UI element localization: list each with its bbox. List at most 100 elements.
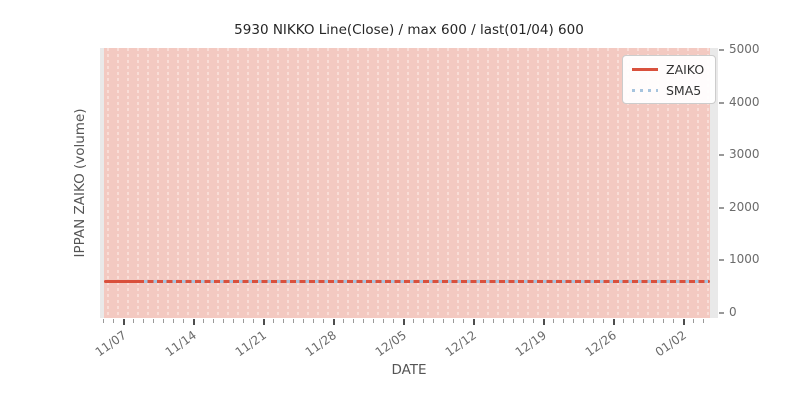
- grid-line-day: [157, 48, 159, 318]
- legend-item-sma5: SMA5: [632, 83, 706, 98]
- x-tick-minor: [283, 319, 284, 323]
- grid-line-day: [187, 48, 189, 318]
- x-tick-minor: [463, 319, 464, 323]
- grid-line-day: [287, 48, 289, 318]
- x-tick-minor: [273, 319, 274, 323]
- grid-line-day: [257, 48, 259, 318]
- grid-line-day: [687, 48, 689, 318]
- grid-line-day: [347, 48, 349, 318]
- y-axis-title: IPPAN ZAIKO (volume): [66, 48, 94, 318]
- x-tick-major: [543, 319, 545, 325]
- x-tick-minor: [383, 319, 384, 323]
- x-tick-minor: [413, 319, 414, 323]
- x-tick-minor: [373, 319, 374, 323]
- x-tick-major: [263, 319, 265, 325]
- grid-line-day: [647, 48, 649, 318]
- grid-line-day: [627, 48, 629, 318]
- x-tick-minor: [153, 319, 154, 323]
- legend: ZAIKO SMA5: [622, 55, 716, 104]
- grid-line-day: [387, 48, 389, 318]
- x-tick-minor: [673, 319, 674, 323]
- x-tick-minor: [483, 319, 484, 323]
- grid-line-day: [247, 48, 249, 318]
- chart-title: 5930 NIKKO Line(Close) / max 600 / last(…: [234, 22, 584, 38]
- grid-line-day: [217, 48, 219, 318]
- y-tick-label: 0: [729, 305, 737, 319]
- x-tick-minor: [133, 319, 134, 323]
- x-tick-minor: [343, 319, 344, 323]
- x-tick-minor: [293, 319, 294, 323]
- grid-line-day: [177, 48, 179, 318]
- grid-line-day: [417, 48, 419, 318]
- x-tick-minor: [173, 319, 174, 323]
- zaiko-line-swatch: [632, 67, 658, 71]
- x-tick-minor: [653, 319, 654, 323]
- x-tick-minor: [573, 319, 574, 323]
- x-tick-minor: [503, 319, 504, 323]
- x-tick-minor: [513, 319, 514, 323]
- grid-line-day: [547, 48, 549, 318]
- grid-line-day: [277, 48, 279, 318]
- x-tick-minor: [623, 319, 624, 323]
- x-tick-minor: [563, 319, 564, 323]
- grid-line-day: [397, 48, 399, 318]
- grid-line-day: [567, 48, 569, 318]
- x-tick-minor: [243, 319, 244, 323]
- x-tick-major: [333, 319, 335, 325]
- plot-area: [100, 48, 718, 318]
- y-tick-label: 5000: [729, 42, 760, 56]
- grid-line-day: [207, 48, 209, 318]
- x-tick-minor: [593, 319, 594, 323]
- grid-line-day: [607, 48, 609, 318]
- x-axis-title: DATE: [391, 362, 427, 378]
- x-tick-major: [473, 319, 475, 325]
- grid-line-day: [127, 48, 129, 318]
- grid-line-day: [377, 48, 379, 318]
- x-tick-minor: [703, 319, 704, 323]
- x-tick-minor: [443, 319, 444, 323]
- y-tick-label: 2000: [729, 199, 760, 214]
- grid-line-day: [367, 48, 369, 318]
- x-tick-minor: [233, 319, 234, 323]
- x-tick-minor: [323, 319, 324, 323]
- x-tick-minor: [423, 319, 424, 323]
- grid-line-day: [577, 48, 579, 318]
- x-tick-major: [403, 319, 405, 325]
- grid-line-day: [597, 48, 599, 318]
- grid-line-day: [307, 48, 309, 318]
- grid-line-day: [357, 48, 359, 318]
- grid-line-day: [587, 48, 589, 318]
- grid-line-day: [237, 48, 239, 318]
- x-tick-minor: [353, 319, 354, 323]
- x-tick-minor: [663, 319, 664, 323]
- grid-line-day: [467, 48, 469, 318]
- x-tick-minor: [113, 319, 114, 323]
- y-tick-mark: [719, 154, 724, 157]
- x-tick-minor: [253, 319, 254, 323]
- legend-item-zaiko: ZAIKO: [632, 61, 706, 77]
- legend-label-zaiko: ZAIKO: [666, 61, 705, 77]
- grid-line-day: [677, 48, 679, 318]
- y-tick-label: 4000: [729, 94, 760, 109]
- y-tick-mark: [719, 259, 724, 262]
- x-tick-minor: [523, 319, 524, 323]
- x-tick-minor: [393, 319, 394, 323]
- grid-line-day: [437, 48, 439, 318]
- grid-line-day: [147, 48, 149, 318]
- grid-line-day: [527, 48, 529, 318]
- x-tick-major: [123, 319, 125, 325]
- x-tick-major: [193, 319, 195, 325]
- grid-line-day: [427, 48, 429, 318]
- grid-line-day: [267, 48, 269, 318]
- y-axis-title-text: IPPAN ZAIKO (volume): [72, 108, 88, 258]
- grid-line-day: [697, 48, 699, 318]
- y-tick-label: 3000: [729, 147, 760, 162]
- sma5-line-swatch: [632, 88, 658, 92]
- grid-line-day: [657, 48, 659, 318]
- grid-line-day: [327, 48, 329, 318]
- grid-line-day: [507, 48, 509, 318]
- grid-line-day: [297, 48, 299, 318]
- x-tick-minor: [553, 319, 554, 323]
- grid-line-day: [487, 48, 489, 318]
